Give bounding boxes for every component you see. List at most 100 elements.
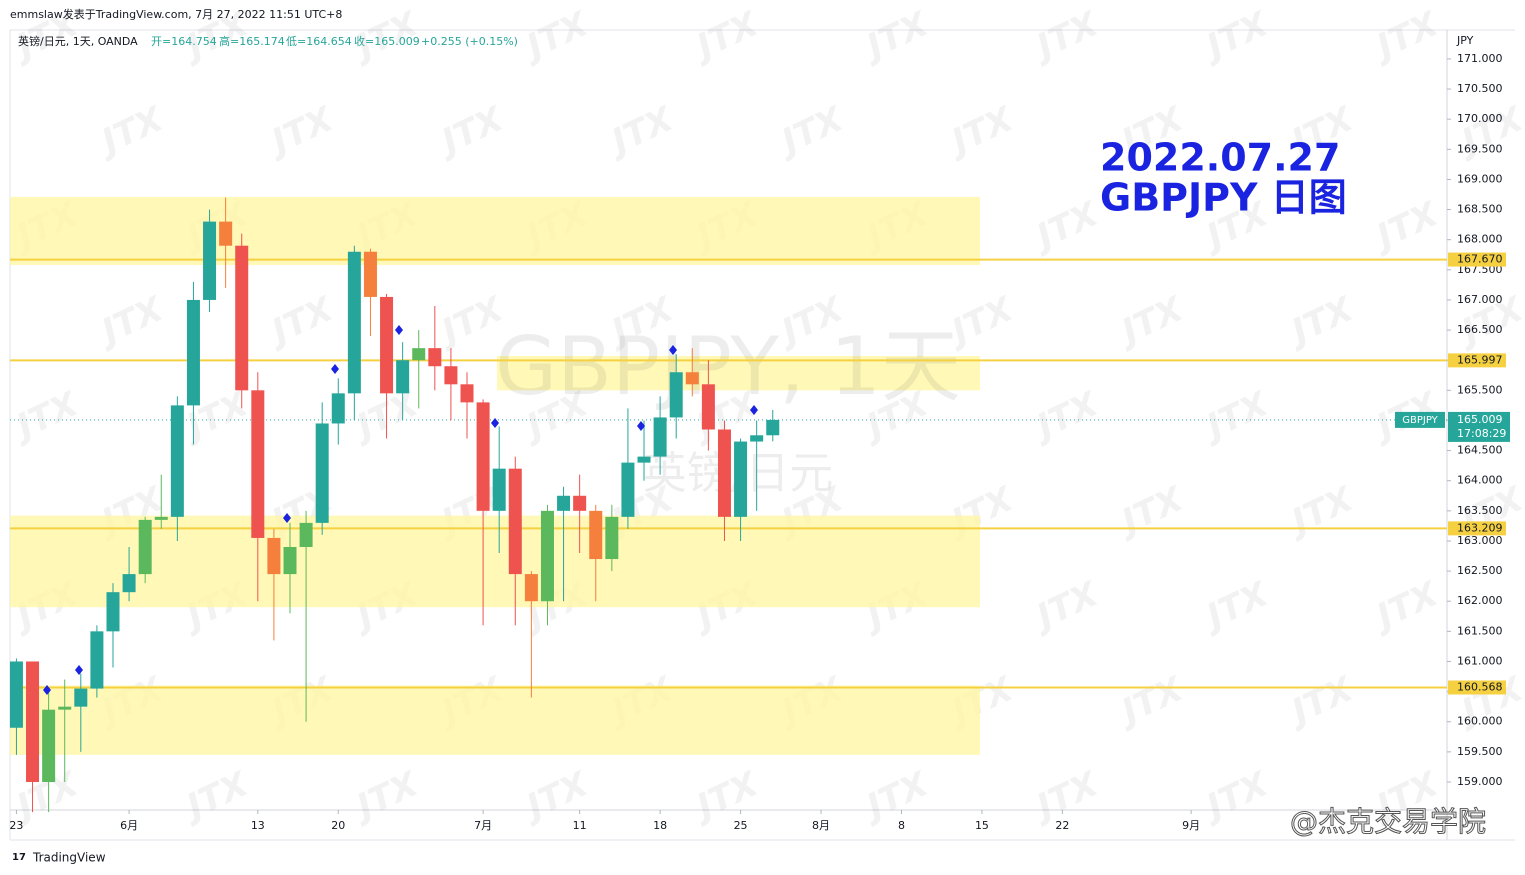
candle-body	[106, 592, 120, 632]
x-tick-label: 11	[573, 819, 587, 832]
candle-body	[717, 429, 731, 517]
candle-body	[219, 221, 233, 246]
candle-body	[186, 299, 200, 406]
y-tick-label: 170.000	[1457, 112, 1503, 125]
candle-body	[540, 510, 554, 602]
candles	[9, 197, 780, 813]
y-tick-label: 163.000	[1457, 534, 1503, 547]
ohlc-open: 开=164.754	[151, 35, 217, 48]
y-tick-label: 168.500	[1457, 203, 1503, 216]
candle-body	[508, 468, 522, 575]
x-tick-label: 25	[734, 819, 748, 832]
candle-body	[347, 251, 361, 394]
currency: JPY	[1456, 34, 1474, 47]
change: +0.255 (+0.15%)	[421, 35, 518, 48]
candle-body	[363, 251, 377, 297]
signal-marker	[331, 364, 339, 374]
zone	[10, 685, 980, 755]
y-tick-label: 166.500	[1457, 323, 1503, 336]
x-tick-label: 9月	[1182, 819, 1200, 832]
candle-body	[26, 661, 40, 782]
x-tick-label: 23	[9, 819, 23, 832]
candle-body	[283, 546, 297, 575]
candle-body	[203, 221, 217, 300]
header: emmslaw发表于TradingView.com, 7月 27, 2022 1…	[10, 7, 342, 21]
candle-body	[766, 419, 780, 436]
candle-body	[315, 423, 329, 523]
y-tick-label: 167.000	[1457, 293, 1503, 306]
ohlc-close: 收=165.009	[354, 34, 420, 48]
zone	[10, 196, 980, 265]
annotation-title: GBPJPY 日图	[1100, 176, 1347, 220]
x-tick-label: 8	[898, 819, 905, 832]
symbol-line: 英镑/日元, 1天, OANDA	[18, 34, 138, 48]
candle-body	[605, 516, 619, 560]
countdown: 17:08:29	[1457, 427, 1506, 440]
candle-body	[154, 516, 168, 520]
candle-body	[235, 245, 249, 391]
y-tick-label: 165.500	[1457, 383, 1503, 396]
candle-body	[653, 417, 667, 457]
candle-body	[122, 574, 136, 593]
signal-marker	[669, 345, 677, 355]
x-tick-label: 22	[1055, 819, 1069, 832]
candle-body	[460, 384, 474, 403]
level-tag	[1448, 521, 1506, 536]
y-tick-label: 162.500	[1457, 564, 1503, 577]
candle-body	[42, 709, 56, 782]
candle-body	[589, 510, 603, 560]
y-tick-label: 160.000	[1457, 715, 1503, 728]
y-tick-label: 162.000	[1457, 594, 1503, 607]
level-tag	[1448, 353, 1506, 368]
candle-body	[170, 405, 184, 517]
ohlc-high: 高=165.174	[219, 34, 285, 48]
signal-marker	[395, 325, 403, 335]
level-label: 167.670	[1457, 253, 1503, 266]
x-tick-label: 7月	[474, 819, 492, 832]
x-tick-label: 20	[331, 819, 345, 832]
candle-body	[734, 441, 748, 517]
candle-body	[74, 688, 88, 707]
candle-body	[637, 456, 651, 463]
zone	[497, 355, 980, 391]
y-tick-label: 170.500	[1457, 82, 1503, 95]
y-tick-label: 171.000	[1457, 52, 1503, 65]
level-tag	[1448, 680, 1506, 695]
candle-body	[331, 393, 345, 424]
candle-body	[396, 360, 410, 394]
zone	[10, 515, 980, 608]
level-label: 165.997	[1457, 353, 1503, 366]
y-tick-label: 161.500	[1457, 624, 1503, 637]
y-tick-label: 159.500	[1457, 745, 1503, 758]
candle-body	[476, 402, 490, 511]
candle-body	[299, 522, 313, 547]
signal-marker	[491, 418, 499, 428]
candle-body	[380, 296, 394, 394]
candle-body	[750, 435, 764, 442]
logo-mark: 17	[12, 852, 26, 863]
ohlc-low: 低=164.654	[286, 35, 352, 48]
candle-body	[701, 384, 715, 430]
candle-body	[685, 372, 699, 385]
level-label: 160.568	[1457, 681, 1503, 694]
symbol-tag	[1395, 411, 1445, 428]
y-tick-label: 163.500	[1457, 504, 1503, 517]
symbol-watermark: GBPJPY, 1天	[495, 320, 961, 413]
credit: @杰克交易学院	[1290, 805, 1486, 838]
candle-body	[58, 706, 72, 710]
signal-marker	[750, 405, 758, 415]
candle-body	[492, 468, 506, 511]
candle-body	[573, 495, 587, 511]
candle-body	[444, 366, 458, 385]
candle-body	[90, 631, 104, 689]
candle-body	[138, 519, 152, 575]
brand: TradingView	[32, 851, 106, 865]
candle-body	[524, 574, 538, 602]
candle-body	[9, 661, 23, 728]
y-tick-label: 164.500	[1457, 444, 1503, 457]
signal-marker	[637, 421, 645, 431]
candle-body	[412, 348, 426, 361]
x-tick-label: 13	[251, 819, 265, 832]
candle-body	[621, 462, 635, 517]
last-price-tag	[1448, 411, 1510, 442]
